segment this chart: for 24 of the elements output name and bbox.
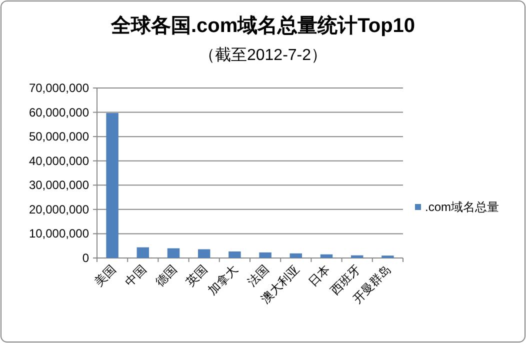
y-tick-label: 50,000,000 (28, 130, 90, 144)
bar (350, 255, 364, 258)
x-tick-label: 中国 (122, 262, 150, 290)
bar (136, 247, 150, 258)
x-tick-label: 美国 (92, 262, 118, 290)
bar (106, 113, 118, 258)
bar (228, 251, 241, 258)
y-tick-label: 60,000,000 (28, 105, 90, 120)
y-tick-label: 10,000,000 (28, 226, 90, 241)
y-tick-label: 70,000,000 (28, 81, 90, 95)
bar (259, 252, 272, 258)
y-tick-label: 30,000,000 (28, 178, 90, 192)
y-tick-label: 20,000,000 (28, 202, 90, 216)
y-tick-label: 40,000,000 (28, 154, 90, 168)
legend-label: .com域名总量 (425, 200, 500, 214)
bar (320, 254, 333, 258)
chart-title: 全球各国.com域名总量统计Top10 (110, 14, 416, 37)
bar (167, 248, 180, 258)
bar (290, 253, 302, 258)
y-tick-label: 0 (82, 251, 90, 265)
bar (198, 249, 210, 258)
x-tick-label: 德国 (152, 262, 180, 290)
chart-subtitle: （截至2012-7-2） (198, 46, 328, 64)
x-tick-label: 法国 (244, 262, 272, 290)
